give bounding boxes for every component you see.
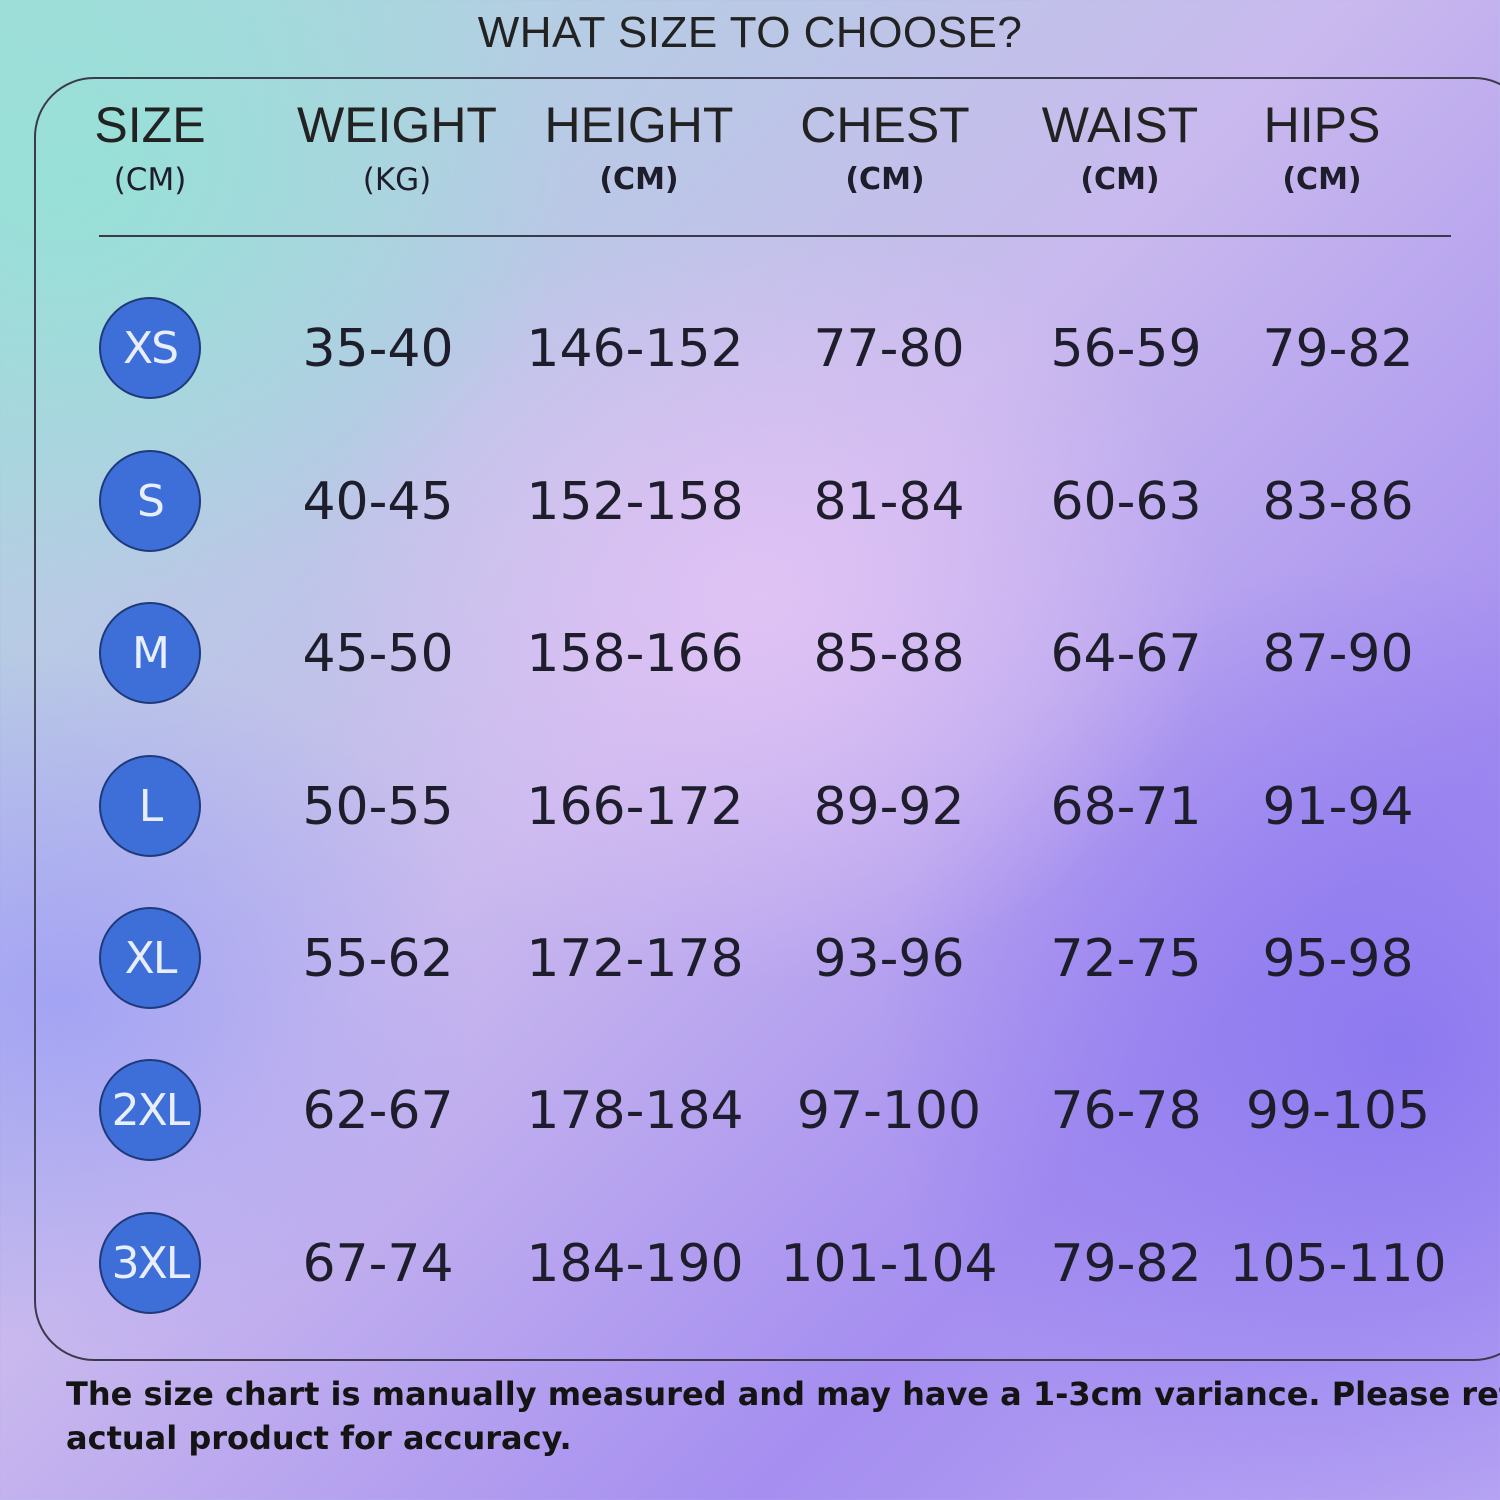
header-hips-label: HIPS	[1263, 97, 1381, 153]
weight-cell: 55-62	[302, 929, 454, 989]
header-height: HEIGHT (CM)	[509, 96, 769, 200]
chest-cell: 101-104	[780, 1234, 998, 1294]
header-weight: WEIGHT (KG)	[267, 96, 527, 200]
height-cell: 166-172	[526, 777, 744, 837]
page-title: WHAT SIZE TO CHOOSE?	[477, 8, 1023, 57]
chest-cell: 97-100	[796, 1081, 982, 1141]
size-badge: S	[99, 450, 201, 552]
header-waist: WAIST (CM)	[990, 96, 1250, 200]
header-weight-label: WEIGHT	[297, 97, 497, 153]
height-cell: 178-184	[526, 1081, 744, 1141]
waist-cell: 72-75	[1050, 929, 1202, 989]
header-height-unit: (CM)	[599, 162, 679, 197]
table-row: S 40-45 152-158 81-84 60-63 83-86	[0, 450, 1500, 554]
size-chart-panel	[34, 77, 1500, 1361]
chest-cell: 85-88	[813, 624, 965, 684]
header-size-unit: (CM)	[113, 162, 187, 198]
table-row: L 50-55 166-172 89-92 68-71 91-94	[0, 755, 1500, 859]
size-badge: L	[99, 755, 201, 857]
height-cell: 158-166	[526, 624, 744, 684]
waist-cell: 79-82	[1050, 1234, 1202, 1294]
height-cell: 146-152	[526, 319, 744, 379]
waist-cell: 76-78	[1050, 1081, 1202, 1141]
header-size: SIZE (CM)	[20, 96, 280, 200]
header-height-label: HEIGHT	[544, 97, 734, 153]
weight-cell: 45-50	[302, 624, 454, 684]
waist-cell: 56-59	[1050, 319, 1202, 379]
header-weight-unit: (KG)	[362, 162, 432, 198]
chest-cell: 89-92	[813, 777, 965, 837]
waist-cell: 68-71	[1050, 777, 1202, 837]
table-row: M 45-50 158-166 85-88 64-67 87-90	[0, 602, 1500, 706]
measurement-note: The size chart is manually measured and …	[66, 1372, 1500, 1460]
size-badge: XS	[99, 297, 201, 399]
weight-cell: 40-45	[302, 472, 454, 532]
hips-cell: 87-90	[1262, 624, 1414, 684]
chest-cell: 81-84	[813, 472, 965, 532]
size-badge: 2XL	[99, 1059, 201, 1161]
header-hips: HIPS (CM)	[1192, 96, 1452, 200]
weight-cell: 62-67	[302, 1081, 454, 1141]
table-row: XL 55-62 172-178 93-96 72-75 95-98	[0, 907, 1500, 1011]
waist-cell: 64-67	[1050, 624, 1202, 684]
weight-cell: 50-55	[302, 777, 454, 837]
height-cell: 184-190	[526, 1234, 744, 1294]
size-badge: 3XL	[99, 1212, 201, 1314]
hips-cell: 95-98	[1262, 929, 1414, 989]
weight-cell: 67-74	[302, 1234, 454, 1294]
header-chest-label: CHEST	[800, 97, 970, 153]
weight-cell: 35-40	[302, 319, 454, 379]
header-divider	[99, 235, 1451, 237]
hips-cell: 91-94	[1262, 777, 1414, 837]
waist-cell: 60-63	[1050, 472, 1202, 532]
header-chest-unit: (CM)	[845, 162, 925, 197]
size-badge: XL	[99, 907, 201, 1009]
height-cell: 152-158	[526, 472, 744, 532]
table-row: 2XL 62-67 178-184 97-100 76-78 99-105	[0, 1059, 1500, 1163]
chest-cell: 93-96	[813, 929, 965, 989]
header-waist-unit: (CM)	[1080, 162, 1160, 197]
hips-cell: 105-110	[1229, 1234, 1447, 1294]
header-waist-label: WAIST	[1041, 97, 1199, 153]
table-row: 3XL 67-74 184-190 101-104 79-82 105-110	[0, 1212, 1500, 1316]
header-hips-unit: (CM)	[1282, 162, 1362, 197]
note-line-1: The size chart is manually measured and …	[66, 1375, 1500, 1413]
header-chest: CHEST (CM)	[755, 96, 1015, 200]
table-row: XS 35-40 146-152 77-80 56-59 79-82	[0, 297, 1500, 401]
header-size-label: SIZE	[94, 97, 206, 153]
note-line-2: actual product for accuracy.	[66, 1419, 572, 1457]
hips-cell: 79-82	[1262, 319, 1414, 379]
chest-cell: 77-80	[813, 319, 965, 379]
hips-cell: 83-86	[1262, 472, 1414, 532]
height-cell: 172-178	[526, 929, 744, 989]
hips-cell: 99-105	[1245, 1081, 1431, 1141]
size-badge: M	[99, 602, 201, 704]
